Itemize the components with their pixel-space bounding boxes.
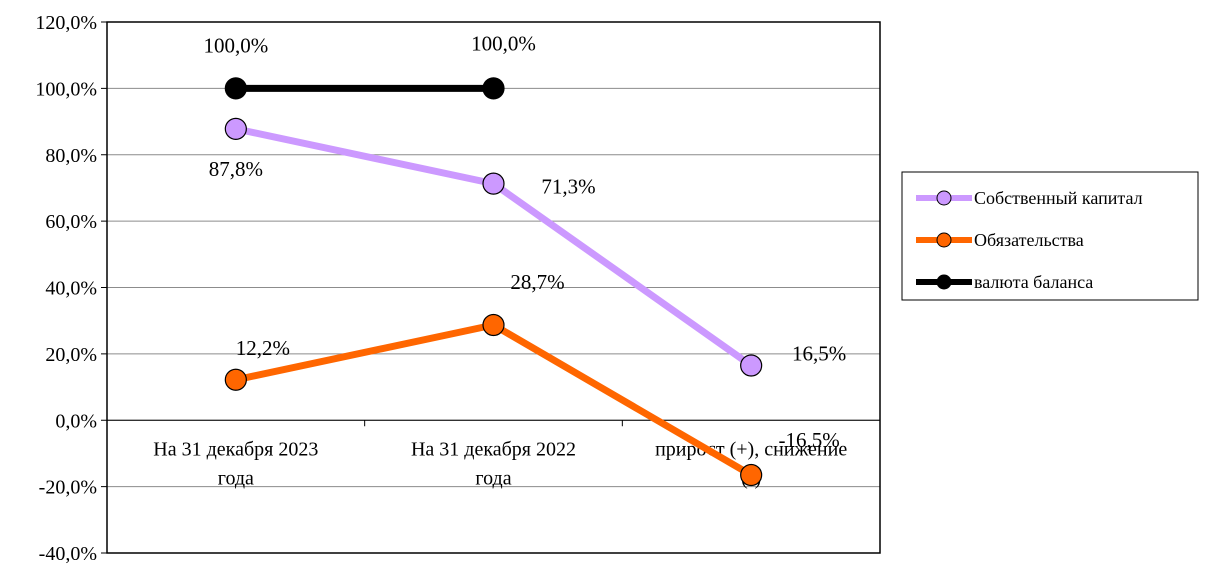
- y-tick-label: 20,0%: [45, 344, 97, 366]
- data-point: [740, 354, 763, 377]
- legend-entry: Обязательства: [974, 230, 1084, 250]
- legend-swatch-marker: [936, 232, 952, 248]
- data-label: 16,5%: [792, 341, 846, 365]
- y-tick-label: -20,0%: [39, 477, 97, 499]
- y-tick-label: 60,0%: [45, 211, 97, 233]
- data-point: [224, 77, 247, 100]
- legend-swatch-marker: [936, 190, 952, 206]
- y-tick-label: 100,0%: [35, 78, 97, 100]
- data-point: [224, 368, 247, 391]
- y-tick-label: -40,0%: [39, 543, 97, 565]
- legend: Собственный капитал Обязательства валюта б…: [901, 171, 1199, 301]
- data-point: [482, 313, 505, 337]
- data-label: 71,3%: [541, 175, 595, 199]
- data-label: 100,0%: [471, 31, 536, 55]
- y-tick-label: 80,0%: [45, 145, 97, 167]
- data-label: -16,5%: [779, 428, 840, 452]
- y-tick-label: 40,0%: [45, 278, 97, 300]
- legend-entry: Собственный капитал: [974, 188, 1143, 208]
- data-point: [740, 463, 763, 487]
- data-point: [224, 117, 247, 140]
- series: [224, 77, 763, 487]
- data-label: 100,0%: [203, 33, 268, 57]
- category-label: На 31 декабря 2022 года: [411, 438, 576, 489]
- data-point: [482, 172, 505, 195]
- y-tick-label: 0,0%: [55, 410, 97, 432]
- data-label: 28,7%: [510, 270, 564, 294]
- y-tick-label: 120,0%: [35, 12, 97, 34]
- data-label: 12,2%: [236, 336, 290, 360]
- data-labels: 87,8% 71,3% 16,5% 12,2% 28,7% -16,5% 100,0% 100…: [203, 31, 846, 452]
- data-label: 87,8%: [209, 157, 263, 181]
- category-label: На 31 декабря 2023 года: [153, 438, 318, 489]
- plot-area-border: [106, 21, 881, 554]
- legend-entry: валюта баланса: [974, 272, 1093, 292]
- legend-swatch-marker: [936, 274, 952, 290]
- legend-box: [901, 171, 1199, 301]
- gridlines: [107, 87, 880, 488]
- data-point: [482, 77, 505, 100]
- axes: 120,0% 100,0% 80,0% 60,0% 40,0% 20,0% 0,0% -20,…: [35, 12, 881, 565]
